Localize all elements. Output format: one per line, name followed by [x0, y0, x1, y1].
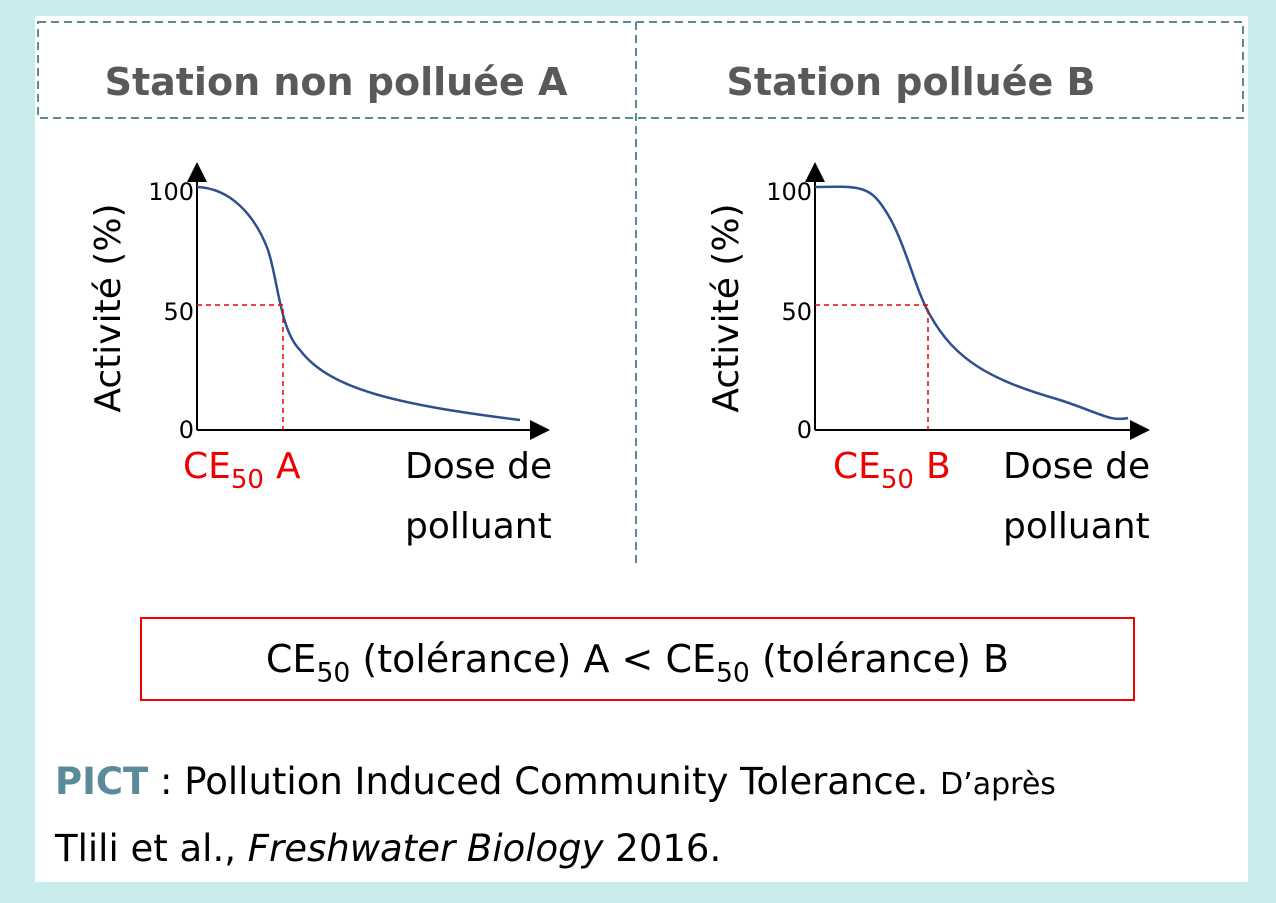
x-axis-label: Dose de: [1003, 446, 1150, 487]
response-curve: [814, 185, 1129, 421]
y-tick-label: 50: [781, 298, 812, 326]
footer: PICT : Pollution Induced Community Toler…: [55, 750, 1235, 881]
y-tick-label: 100: [148, 178, 194, 206]
header-box: [37, 21, 1244, 119]
panel-title: Station polluée B: [727, 60, 1096, 104]
journal: Freshwater Biology: [247, 827, 604, 870]
definition: : Pollution Induced Community Tolerance.: [160, 760, 929, 803]
y-axis-label: Activité (%): [88, 203, 129, 412]
y-tick-label: 100: [766, 178, 812, 206]
comparison-left: CE50 (tolérance) A <: [265, 637, 654, 689]
response-curve: [196, 185, 521, 422]
ce50-suffix: A: [276, 446, 301, 487]
y-axis-label: Activité (%): [706, 203, 747, 412]
comparison-box: CE50 (tolérance) A < CE50 (tolérance) B: [140, 617, 1135, 701]
x-axis-label: polluant: [1003, 506, 1150, 547]
ce50-label: CE50 A: [183, 446, 301, 495]
x-axis-label: polluant: [405, 506, 552, 547]
panel-title: Station non polluée A: [105, 60, 568, 104]
y-tick-label: 0: [179, 416, 194, 444]
ce50-suffix: B: [926, 446, 951, 487]
authors: Tlili et al.,: [55, 827, 236, 870]
source: D’après: [940, 767, 1056, 802]
ce50-guide: [197, 304, 284, 430]
ce50-base: CE: [183, 446, 231, 487]
year: 2016.: [615, 827, 722, 870]
y-tick-label: 50: [163, 298, 194, 326]
card: [35, 16, 1248, 882]
x-axis-label: Dose de: [405, 446, 552, 487]
ce50-guide: [815, 304, 929, 430]
comparison-right: CE50 (tolérance) B: [665, 637, 1010, 689]
ce50-base: CE: [833, 446, 881, 487]
ce50-sub: 50: [231, 465, 264, 495]
ce50-label: CE50 B: [833, 446, 951, 495]
ce50-sub: 50: [881, 465, 914, 495]
y-tick-label: 0: [797, 416, 812, 444]
acronym: PICT: [55, 760, 149, 803]
